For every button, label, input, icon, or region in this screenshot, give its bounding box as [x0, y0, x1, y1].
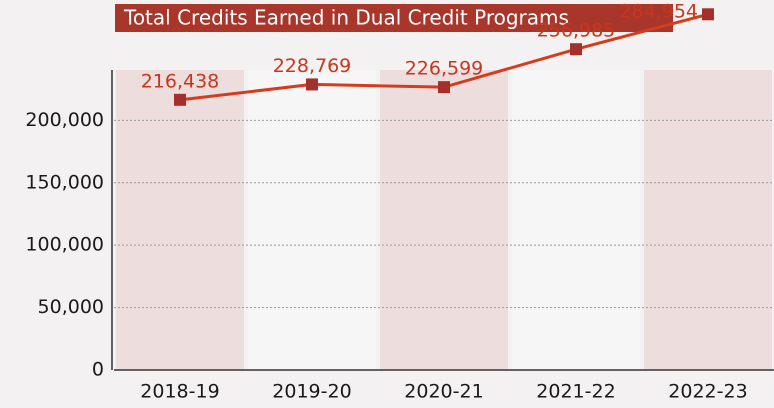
y-tick-label: 200,000	[25, 109, 104, 131]
value-label: 284,954	[619, 1, 698, 23]
chart-title: Total Credits Earned in Dual Credit Prog…	[123, 6, 569, 30]
y-tick-label: 50,000	[38, 296, 104, 318]
y-tick-label: 0	[92, 359, 104, 381]
y-tick-label: 100,000	[25, 234, 104, 256]
x-tick-label: 2018-19	[140, 381, 219, 403]
x-tick-label: 2021-22	[536, 381, 615, 403]
value-label: 256,985	[537, 20, 616, 42]
marker	[702, 8, 714, 21]
column-band	[644, 70, 772, 370]
value-label: 226,599	[405, 58, 484, 80]
column-band	[248, 70, 376, 370]
title-box	[115, 4, 673, 32]
marker	[438, 81, 450, 94]
marker	[174, 93, 186, 106]
marker	[306, 78, 318, 91]
marker	[570, 43, 582, 56]
bands	[116, 70, 772, 370]
x-tick-label: 2019-20	[272, 381, 351, 403]
value-label: 228,769	[273, 55, 352, 77]
y-tick-label: 150,000	[25, 171, 104, 193]
x-tick-label: 2020-21	[404, 381, 483, 403]
column-band	[512, 70, 640, 370]
value-label: 216,438	[141, 70, 220, 92]
column-band	[380, 70, 508, 370]
column-band	[116, 70, 244, 370]
x-tick-label: 2022-23	[668, 381, 747, 403]
